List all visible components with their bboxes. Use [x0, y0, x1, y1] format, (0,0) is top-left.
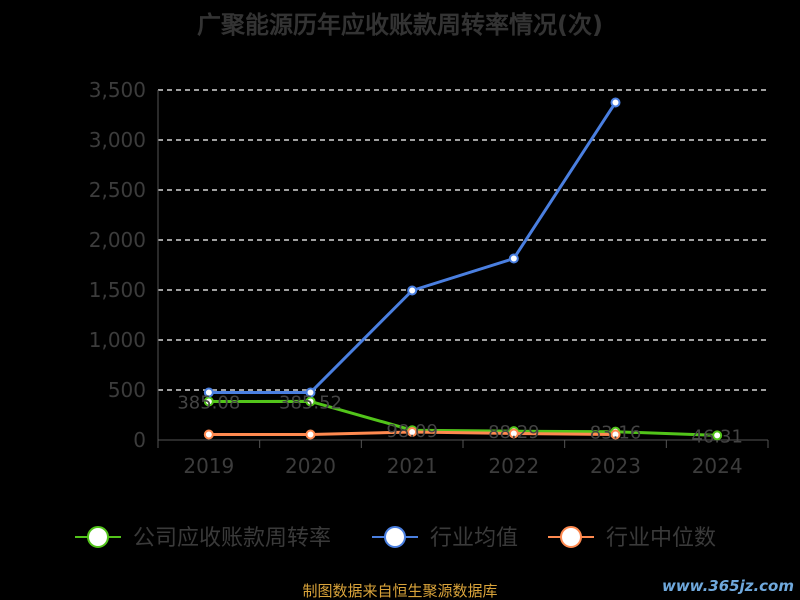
series-line	[208, 101, 617, 394]
data-point	[305, 429, 316, 440]
legend-item[interactable]: 行业均值	[372, 526, 518, 551]
data-point	[203, 429, 214, 440]
y-tick-label: 3,000	[89, 128, 146, 152]
data-point	[712, 430, 723, 441]
series-lines	[203, 97, 723, 441]
y-tick-label: 500	[108, 378, 146, 402]
grid-lines	[158, 89, 768, 391]
chart-title: 广聚能源历年应收账款周转率情况(次)	[197, 11, 603, 39]
axes: 0 500 1,000 1,500 2,000 2,500 3,000 3,500 2019 20…	[89, 78, 769, 478]
data-label: 46.31	[691, 426, 743, 447]
series-line	[208, 399, 718, 437]
legend-marker	[384, 526, 406, 548]
data-labels: 385.08 385.52 98.09 88.29 83.16 46.31	[177, 392, 743, 447]
legend-label: 行业均值	[430, 526, 518, 551]
x-tick-label: 2019	[183, 454, 234, 478]
data-label: 88.29	[488, 422, 540, 443]
data-point	[610, 97, 621, 108]
legend-label: 行业中位数	[606, 526, 716, 551]
y-tick-label: 1,500	[89, 278, 146, 302]
legend-marker	[560, 526, 582, 548]
data-label: 385.08	[177, 392, 240, 413]
x-tick-label: 2020	[285, 454, 336, 478]
y-tick-label: 2,500	[89, 178, 146, 202]
data-label: 385.52	[279, 392, 342, 413]
legend: 公司应收账款周转率 行业均值 行业中位数	[75, 526, 716, 551]
y-tick-label: 1,000	[89, 328, 146, 352]
data-point	[508, 253, 519, 264]
data-point	[407, 427, 418, 437]
legend-label: 公司应收账款周转率	[133, 526, 331, 551]
x-tick-label: 2023	[590, 454, 641, 478]
data-point	[305, 387, 316, 398]
legend-marker	[87, 526, 109, 548]
data-point	[610, 429, 621, 440]
x-tick-label: 2024	[692, 454, 743, 478]
x-tick-label: 2022	[488, 454, 539, 478]
x-tick-label: 2021	[387, 454, 438, 478]
data-point	[407, 285, 418, 296]
data-label: 98.09	[386, 421, 438, 442]
watermark: www.365jz.com	[662, 577, 794, 595]
data-point	[203, 387, 214, 398]
y-tick-label: 2,000	[89, 228, 146, 252]
y-tick-label: 0	[133, 428, 146, 452]
legend-item[interactable]: 公司应收账款周转率	[75, 526, 331, 551]
y-tick-label: 3,500	[89, 78, 146, 102]
data-label: 83.16	[590, 423, 642, 444]
source-note: 制图数据来自恒生聚源数据库	[302, 582, 497, 600]
data-point	[508, 428, 519, 439]
legend-item[interactable]: 行业中位数	[548, 526, 716, 551]
